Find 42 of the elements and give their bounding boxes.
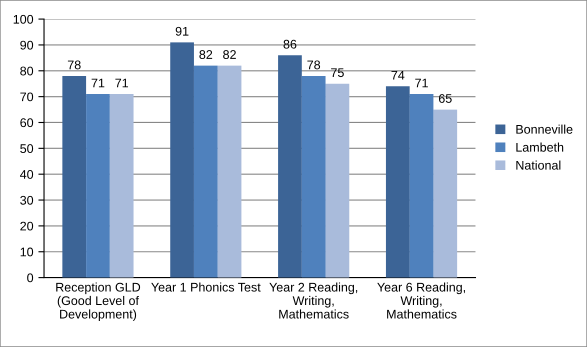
data-label: 71 xyxy=(115,78,128,88)
y-tick-label: 30 xyxy=(20,196,34,205)
data-label: 82 xyxy=(223,50,236,59)
data-label: 78 xyxy=(68,60,81,70)
bar xyxy=(433,110,458,278)
bar xyxy=(302,76,326,278)
bar xyxy=(170,42,194,278)
bar xyxy=(218,66,242,278)
y-tick-label: 90 xyxy=(20,40,34,50)
data-label: 74 xyxy=(392,70,404,80)
bar xyxy=(386,86,410,278)
x-tick-label: Reception GLD (Good Level of Development) xyxy=(56,282,140,322)
data-label: 71 xyxy=(415,78,428,88)
x-tick-label: Year 2 Reading, Writing, Mathematics xyxy=(269,282,358,319)
y-tick-label: 60 xyxy=(20,118,34,128)
data-label: 78 xyxy=(307,60,320,70)
bar xyxy=(278,55,302,278)
y-tick-label: 50 xyxy=(20,144,34,153)
bar xyxy=(62,76,86,278)
y-tick-label: 40 xyxy=(20,170,34,179)
x-tick-label: Year 1 Phonics Test xyxy=(151,282,261,292)
legend-label: National xyxy=(516,160,560,170)
y-tick-label: 0 xyxy=(27,273,34,282)
legend-label: Bonneville xyxy=(516,124,572,134)
data-label: 86 xyxy=(284,40,296,49)
y-tick-label: 100 xyxy=(14,14,34,24)
bar xyxy=(194,66,218,278)
data-label: 91 xyxy=(176,26,188,36)
bar xyxy=(410,94,434,278)
bar xyxy=(326,84,350,278)
y-tick-label: 80 xyxy=(20,66,34,76)
data-label: 71 xyxy=(92,78,104,88)
x-tick-label: Year 6 Reading, Writing, Mathematics xyxy=(377,282,466,319)
bar xyxy=(110,94,134,278)
y-tick-label: 10 xyxy=(20,248,34,256)
data-label: 65 xyxy=(438,94,452,103)
y-tick-label: 20 xyxy=(20,222,34,231)
data-label: 75 xyxy=(331,68,344,78)
legend-label: Lambeth xyxy=(516,142,564,152)
bar xyxy=(86,94,110,278)
y-tick-label: 70 xyxy=(20,92,34,102)
data-label: 82 xyxy=(199,50,212,59)
